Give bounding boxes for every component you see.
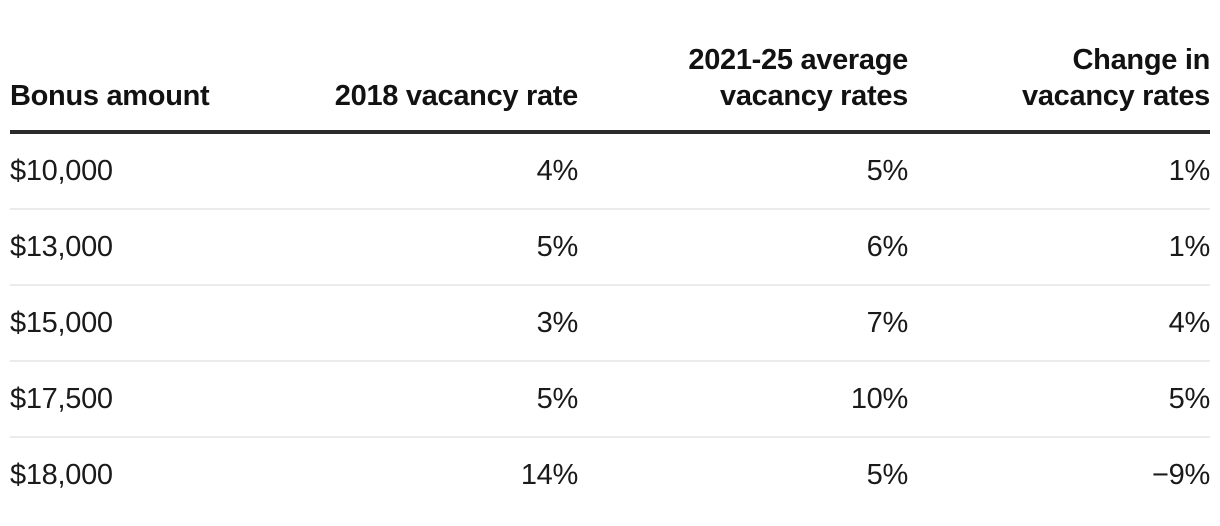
rate-value-cell: 1% [908,132,1210,210]
column-header-2018-vacancy-rate: 2018 vacancy rate [298,0,578,134]
rate-value-cell: 1% [908,209,1210,286]
rate-value-cell: 14% [520,458,578,491]
table-body: $10,000 4% 5% 1% $13,000 5% 6% 1% $15,000 3% 7% 4% $… [10,132,1210,512]
table-row: $18,000 14% 5% −9% [10,437,1210,512]
vacancy-bonus-table: Bonus amount 2018 vacancy rate 2021-25 a… [10,0,1210,512]
rate-value-cell: 5% [298,209,578,286]
rate-value-cell: 6% [578,209,908,286]
bonus-amount-cell: $18,000 [10,458,113,491]
rate-value-cell: 5% [578,132,908,210]
bonus-amount-cell: $10,000 [10,132,298,210]
column-header-2021-25-average: 2021-25 average vacancy rates [578,0,908,134]
rate-value-cell: 5% [866,458,909,491]
table-row: $17,500 5% 10% 5% [10,361,1210,438]
column-header-change: Change in vacancy rates [908,0,1210,134]
table-row: $10,000 4% 5% 1% [10,132,1210,210]
vacancy-bonus-table-container: Bonus amount 2018 vacancy rate 2021-25 a… [10,0,1210,512]
bonus-amount-cell: $15,000 [10,285,298,362]
rate-value-cell: 4% [908,285,1210,362]
table-row: $15,000 3% 7% 4% [10,285,1210,362]
bonus-amount-cell: $13,000 [10,209,298,286]
table-row: $13,000 5% 6% 1% [10,209,1210,286]
rate-value-cell: 7% [578,285,908,362]
rate-value-cell: 4% [298,132,578,210]
rate-value-cell: 5% [908,361,1210,438]
rate-value-cell: 10% [578,361,908,438]
column-header-bonus-amount: Bonus amount [10,0,298,134]
bonus-amount-cell: $17,500 [10,361,298,438]
rate-value-cell: 5% [298,361,578,438]
table-header: Bonus amount 2018 vacancy rate 2021-25 a… [10,0,1210,134]
rate-value-cell: −9% [1152,458,1210,491]
rate-value-cell: 3% [298,285,578,362]
header-row: Bonus amount 2018 vacancy rate 2021-25 a… [10,0,1210,134]
